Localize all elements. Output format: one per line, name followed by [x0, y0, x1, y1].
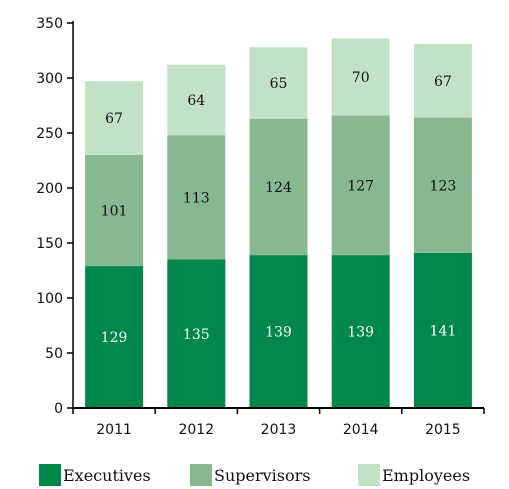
bar-executives-2014: [331, 255, 390, 408]
bar-executives-2012: [167, 259, 226, 408]
bar-supervisors-2015: [413, 117, 472, 253]
bar-employees-2012: [167, 64, 226, 136]
legend: Executives Supervisors Employees: [39, 464, 470, 486]
bar-supervisors-2012: [167, 135, 226, 260]
legend-swatch-supervisors: [190, 464, 212, 486]
data-label-supervisors-2015: 123: [430, 178, 457, 194]
legend-label-supervisors: Supervisors: [214, 466, 310, 485]
bar-executives-2013: [249, 255, 308, 408]
x-tick-label-2015: 2015: [425, 422, 461, 438]
data-label-employees-2013: 65: [270, 76, 288, 92]
data-label-supervisors-2012: 113: [183, 190, 210, 206]
bar-supervisors-2014: [331, 115, 390, 256]
data-label-supervisors-2011: 101: [101, 204, 128, 220]
data-label-employees-2014: 70: [352, 70, 370, 86]
y-tick-label-50: 50: [45, 346, 63, 362]
y-axis: 0 50 100 150 200 250 300 350: [36, 16, 74, 417]
x-axis: 2011 2012 2013 2014 2015: [72, 407, 485, 438]
bar-executives-2015: [413, 252, 472, 408]
data-label-supervisors-2014: 127: [347, 178, 374, 194]
bar-employees-2011: [85, 81, 144, 155]
data-label-executives-2015: 141: [430, 323, 457, 339]
x-tick-label-2011: 2011: [96, 422, 132, 438]
legend-label-executives: Executives: [63, 466, 151, 485]
bar-supervisors-2011: [85, 155, 144, 267]
data-label-executives-2014: 139: [347, 325, 374, 341]
bar-employees-2013: [249, 47, 308, 119]
bar-executives-2011: [85, 266, 144, 408]
data-label-employees-2015: 67: [434, 74, 452, 90]
bar-supervisors-2013: [249, 118, 308, 256]
legend-swatch-executives: [39, 464, 61, 486]
data-label-executives-2012: 135: [183, 327, 210, 343]
y-tick-label-300: 300: [36, 71, 63, 87]
x-tick-label-2013: 2013: [261, 422, 297, 438]
y-tick-label-0: 0: [54, 401, 63, 417]
legend-swatch-employees: [358, 464, 380, 486]
y-tick-label-200: 200: [36, 181, 63, 197]
bars-layer: 129 101 67 135 113 64 139 124 65 139 127 70 141 123 67: [85, 38, 472, 408]
data-label-executives-2013: 139: [265, 325, 292, 341]
y-tick-label-250: 250: [36, 126, 63, 142]
legend-label-employees: Employees: [382, 466, 470, 485]
bar-employees-2014: [331, 38, 390, 116]
data-label-supervisors-2013: 124: [265, 180, 292, 196]
y-tick-label-150: 150: [36, 236, 63, 252]
y-tick-label-100: 100: [36, 291, 63, 307]
x-tick-label-2012: 2012: [178, 422, 214, 438]
data-label-employees-2011: 67: [105, 111, 123, 127]
data-label-employees-2012: 64: [187, 93, 205, 109]
y-tick-label-350: 350: [36, 16, 63, 32]
bar-employees-2015: [413, 43, 472, 118]
data-label-executives-2011: 129: [101, 330, 128, 346]
x-tick-label-2014: 2014: [343, 422, 379, 438]
